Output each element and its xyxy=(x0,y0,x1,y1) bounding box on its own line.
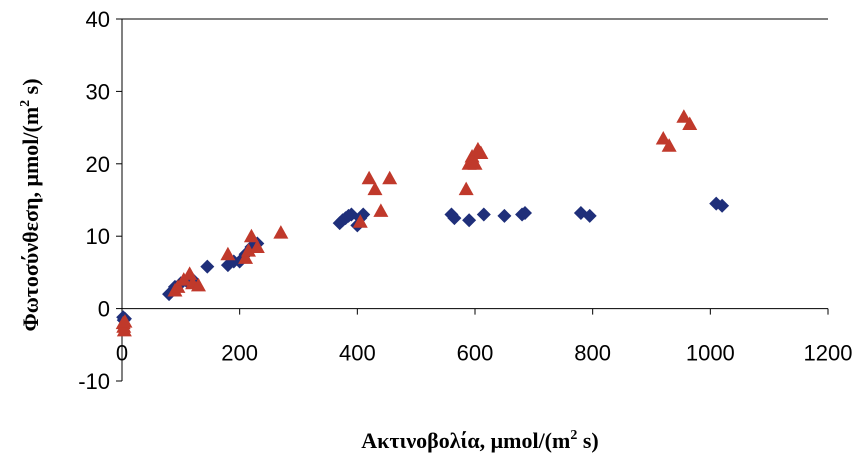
y-tick-label: 40 xyxy=(86,7,110,32)
data-point-triangle xyxy=(382,170,398,185)
data-point-triangle xyxy=(116,322,132,337)
data-point-triangle xyxy=(249,239,265,254)
y-tick-label: 20 xyxy=(86,152,110,177)
data-point-triangle xyxy=(243,228,259,243)
x-tick-label: 1200 xyxy=(804,341,853,366)
data-marks xyxy=(115,109,730,337)
data-point-triangle xyxy=(467,156,483,170)
data-point-triangle xyxy=(367,181,383,196)
y-tick-label: 0 xyxy=(98,297,110,322)
data-point-triangle xyxy=(170,279,186,293)
data-point-triangle xyxy=(220,246,236,261)
x-axis-title: Ακτινοβολία, μmol/(m2 s) xyxy=(361,428,598,453)
data-point-triangle xyxy=(473,145,489,159)
data-point-triangle xyxy=(682,116,698,130)
data-point-triangle xyxy=(352,214,368,228)
y-axis-title-main: Φωτοσύνθεση, μmol/(m xyxy=(18,107,43,332)
data-point-triangle xyxy=(273,225,289,239)
data-point-diamond xyxy=(497,208,512,223)
x-tick-label: 0 xyxy=(116,341,128,366)
y-tick-label: 30 xyxy=(86,79,110,104)
x-tick-label: 400 xyxy=(339,341,376,366)
data-point-triangle xyxy=(238,250,254,264)
data-point-triangle xyxy=(240,243,256,257)
x-axis-title-main: Ακτινοβολία, μmol/(m xyxy=(361,428,570,453)
data-point-triangle xyxy=(373,203,389,217)
y-axis-title-tail: s) xyxy=(18,78,43,99)
data-point-triangle xyxy=(655,130,671,145)
data-point-diamond xyxy=(582,208,597,223)
x-tick-label: 200 xyxy=(221,341,258,366)
data-point-triangle xyxy=(458,181,474,196)
data-point-triangle xyxy=(661,138,677,152)
y-axis-title: Φωτοσύνθεση, μmol/(m2 s) xyxy=(18,78,43,331)
x-axis-title-sup: 2 xyxy=(570,428,577,443)
data-point-diamond xyxy=(462,213,477,228)
data-point-triangle xyxy=(117,314,133,328)
y-tick-label: 10 xyxy=(86,224,110,249)
x-axis-title-tail: s) xyxy=(577,428,598,453)
data-point-diamond xyxy=(447,211,462,226)
data-point-diamond xyxy=(476,207,491,222)
data-point-triangle xyxy=(361,170,377,185)
x-tick-label: 600 xyxy=(457,341,494,366)
data-point-diamond xyxy=(200,259,215,274)
y-tick-label: -10 xyxy=(78,369,110,394)
data-point-diamond xyxy=(518,206,533,221)
data-point-diamond xyxy=(715,198,730,213)
y-axis-title-sup: 2 xyxy=(18,100,33,107)
data-point-triangle xyxy=(182,266,198,280)
data-point-triangle xyxy=(676,109,692,123)
x-tick-label: 1000 xyxy=(686,341,735,366)
x-tick-label: 800 xyxy=(574,341,611,366)
data-point-triangle xyxy=(190,277,206,292)
